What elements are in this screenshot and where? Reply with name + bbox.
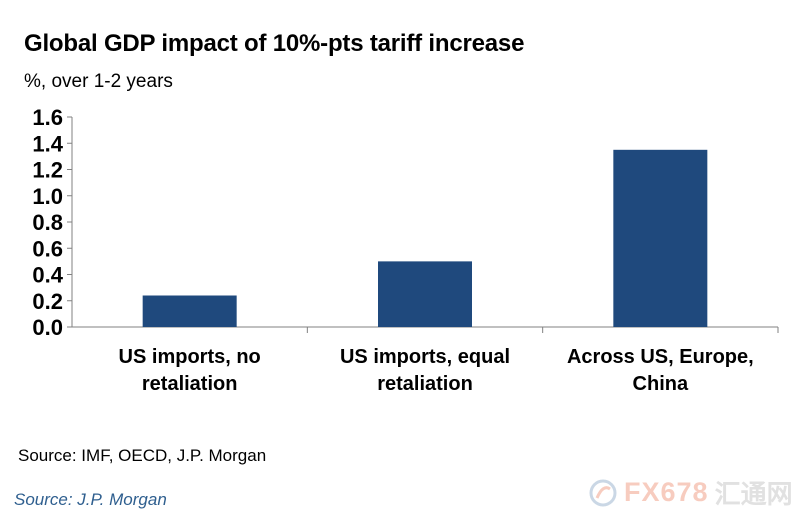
chart-subtitle: %, over 1-2 years (24, 71, 173, 92)
y-tick-label: 0.8 (32, 210, 63, 235)
source-credit: Source: J.P. Morgan (14, 490, 167, 509)
y-tick-label: 1.6 (32, 105, 63, 130)
chart-title: Global GDP impact of 10%-pts tariff incr… (24, 30, 525, 57)
y-tick-label: 0.2 (32, 289, 63, 314)
category-label: retaliation (377, 373, 473, 395)
category-label: retaliation (142, 373, 238, 395)
category-label: US imports, equal (340, 346, 510, 368)
bar (378, 261, 472, 327)
watermark-cn: 汇通网 (714, 480, 793, 510)
category-label: US imports, no (119, 346, 261, 368)
bar (613, 149, 708, 327)
y-tick-label: 1.0 (32, 184, 63, 209)
y-tick-label: 1.2 (32, 158, 63, 183)
watermark-brand: FX678 (624, 477, 709, 507)
y-tick-label: 1.4 (32, 131, 63, 156)
category-label: China (633, 373, 689, 395)
y-tick-label: 0.0 (32, 315, 63, 340)
category-label: Across US, Europe, (567, 346, 754, 368)
bar (142, 295, 237, 327)
y-tick-label: 0.6 (32, 236, 63, 261)
y-tick-label: 0.4 (32, 263, 63, 288)
fx678-logo-icon (589, 479, 617, 506)
source-note: Source: IMF, OECD, J.P. Morgan (18, 446, 267, 465)
watermark: FX678 汇通网 (588, 474, 793, 511)
